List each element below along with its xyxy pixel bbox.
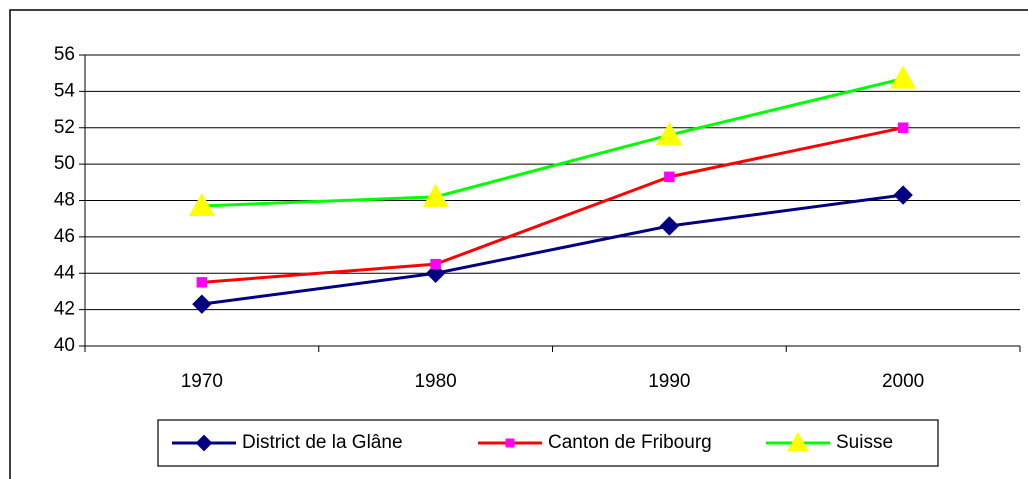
legend-label: District de la Glâne	[242, 432, 403, 453]
y-tick-label: 40	[54, 335, 75, 356]
y-tick-label: 54	[54, 80, 76, 101]
marker	[505, 438, 515, 448]
marker	[656, 122, 683, 146]
marker	[897, 122, 909, 133]
marker	[430, 258, 441, 270]
y-tick-label: 42	[54, 299, 75, 320]
chart-frame	[9, 9, 1028, 479]
legend-label: Canton de Fribourg	[548, 432, 712, 453]
y-tick-label: 52	[54, 117, 75, 138]
marker	[195, 434, 213, 452]
marker	[196, 277, 208, 288]
y-tick-label: 44	[54, 262, 76, 283]
x-tick-label: 1980	[414, 371, 456, 392]
x-tick-label: 1970	[181, 371, 223, 392]
marker	[659, 216, 680, 236]
y-tick-label: 50	[54, 153, 75, 174]
series-line	[201, 193, 904, 306]
series-line	[201, 77, 904, 208]
y-tick-label: 46	[54, 226, 75, 247]
y-tick-label: 56	[54, 44, 75, 65]
marker	[188, 192, 215, 216]
marker	[192, 294, 212, 314]
marker	[893, 185, 913, 205]
marker	[890, 65, 917, 89]
marker	[664, 171, 675, 183]
marker	[786, 431, 810, 452]
marker	[422, 183, 449, 207]
legend-label: Suisse	[836, 432, 893, 453]
y-tick-label: 48	[54, 190, 75, 211]
series-line	[201, 126, 904, 284]
x-tick-label: 1990	[648, 371, 690, 392]
x-tick-label: 2000	[882, 371, 924, 392]
